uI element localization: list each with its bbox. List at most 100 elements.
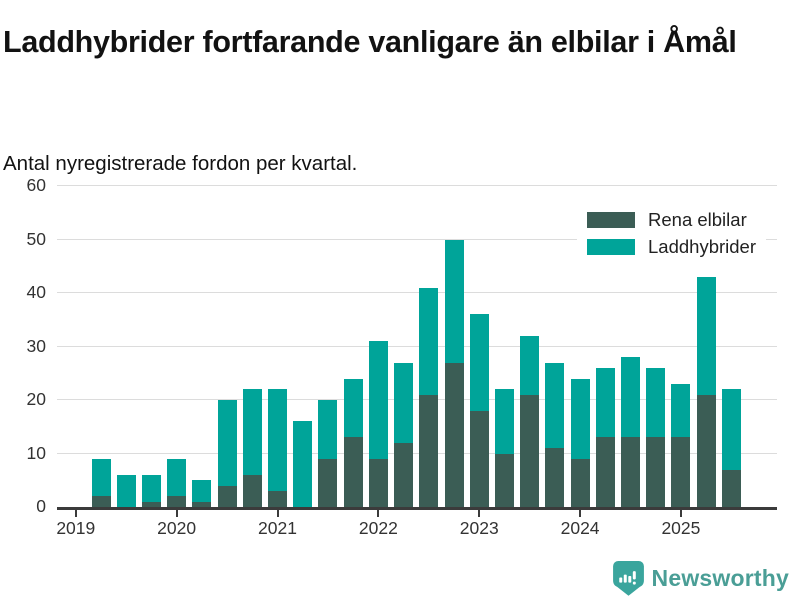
segment-elbilar	[646, 437, 666, 507]
x-tick-label-2021: 2021	[258, 518, 297, 538]
segment-laddhybrider	[368, 341, 388, 459]
bar-2023-q3	[520, 335, 540, 507]
y-tick-label-50: 50	[26, 228, 46, 249]
x-axis-line	[57, 507, 777, 510]
x-tick-label-2025: 2025	[661, 518, 701, 538]
segment-laddhybrider	[217, 400, 237, 486]
bar-2020-q4	[242, 389, 262, 507]
legend-swatch-elbilar	[587, 212, 635, 228]
segment-laddhybrider	[192, 480, 212, 502]
bar-2020-q2	[192, 480, 212, 507]
segment-laddhybrider	[570, 378, 590, 459]
bar-2022-q2	[394, 362, 414, 507]
x-tick-2021	[276, 510, 279, 517]
segment-elbilar	[621, 437, 640, 507]
x-tick-label-2020: 2020	[157, 518, 197, 538]
legend-item-elbilar: Rena elbilar	[587, 209, 756, 231]
segment-laddhybrider	[167, 458, 187, 497]
segment-laddhybrider	[520, 335, 540, 395]
x-tick-2023	[478, 510, 481, 517]
gridline-50	[57, 238, 777, 240]
segment-laddhybrider	[696, 276, 716, 395]
segment-elbilar	[570, 458, 590, 507]
bar-2021-q1	[268, 389, 287, 507]
bar-2020-q1	[167, 458, 187, 507]
bar-2023-q2	[494, 389, 514, 507]
bar-2023-q1	[469, 314, 489, 507]
plot-area	[57, 185, 777, 507]
segment-laddhybrider	[293, 421, 313, 507]
segment-elbilar	[394, 442, 414, 507]
legend-item-laddhybrider: Laddhybrider	[587, 236, 756, 258]
x-tick-2022	[377, 510, 380, 517]
segment-laddhybrider	[419, 287, 439, 395]
segment-elbilar	[419, 394, 439, 507]
gridline-40	[57, 292, 777, 293]
segment-elbilar	[242, 474, 262, 507]
gridline-20	[57, 399, 777, 400]
legend-swatch-laddhybrider	[587, 239, 635, 255]
bar-2022-q4	[444, 239, 464, 507]
bar-2021-q4	[343, 378, 363, 507]
segment-laddhybrider	[646, 367, 666, 438]
bar-2020-q3	[217, 400, 237, 507]
segment-laddhybrider	[469, 314, 489, 411]
segment-laddhybrider	[621, 357, 640, 438]
bar-2022-q1	[368, 341, 388, 507]
y-tick-label-60: 60	[26, 175, 46, 195]
segment-laddhybrider	[268, 389, 287, 491]
bar-2024-q2	[595, 367, 615, 507]
brand-footer: Newsworthy	[612, 558, 789, 598]
newsworthy-logo-icon	[612, 560, 645, 597]
bar-2021-q3	[318, 400, 338, 507]
gridline-10	[57, 452, 777, 454]
bar-2019-q3	[116, 474, 136, 507]
segment-elbilar	[141, 501, 161, 507]
y-tick-label-20: 20	[26, 389, 46, 409]
segment-laddhybrider	[91, 458, 111, 497]
segment-laddhybrider	[444, 239, 464, 363]
segment-laddhybrider	[242, 389, 262, 475]
segment-laddhybrider	[394, 362, 414, 443]
y-tick-label-30: 30	[26, 335, 46, 356]
x-tick-label-2023: 2023	[459, 518, 499, 538]
segment-laddhybrider	[116, 474, 136, 507]
segment-elbilar	[192, 501, 212, 507]
page-title: Laddhybrider fortfarande vanligare än el…	[3, 25, 737, 60]
segment-laddhybrider	[721, 389, 741, 470]
chart-subtitle: Antal nyregistrerade fordon per kvartal.	[3, 151, 358, 175]
segment-laddhybrider	[141, 474, 161, 502]
x-tick-2024	[579, 510, 582, 517]
segment-elbilar	[520, 394, 540, 507]
legend-label-laddhybrider: Laddhybrider	[648, 236, 756, 257]
bar-2024-q3	[621, 357, 640, 507]
y-tick-label-0: 0	[36, 496, 46, 516]
segment-laddhybrider	[545, 362, 565, 449]
segment-elbilar	[696, 394, 716, 507]
x-tick-2025	[679, 510, 682, 517]
segment-elbilar	[469, 410, 489, 507]
bar-2019-q2	[91, 458, 111, 507]
bar-2025-q2	[696, 276, 716, 507]
bar-2025-q1	[671, 383, 691, 507]
bar-2024-q4	[646, 367, 666, 507]
segment-laddhybrider	[671, 383, 691, 438]
segment-elbilar	[494, 453, 514, 507]
segment-laddhybrider	[343, 378, 363, 438]
segment-elbilar	[368, 458, 388, 507]
y-tick-label-40: 40	[26, 282, 46, 302]
bar-2019-q4	[141, 474, 161, 507]
segment-elbilar	[167, 496, 187, 507]
segment-elbilar	[91, 496, 111, 507]
segment-elbilar	[721, 469, 741, 507]
segment-elbilar	[343, 437, 363, 507]
segment-laddhybrider	[595, 367, 615, 438]
segment-elbilar	[318, 458, 338, 507]
segment-elbilar	[671, 437, 691, 507]
bar-2024-q1	[570, 378, 590, 507]
segment-elbilar	[217, 485, 237, 507]
x-tick-2019	[74, 510, 77, 517]
bar-2022-q3	[419, 287, 439, 507]
segment-elbilar	[444, 362, 464, 507]
